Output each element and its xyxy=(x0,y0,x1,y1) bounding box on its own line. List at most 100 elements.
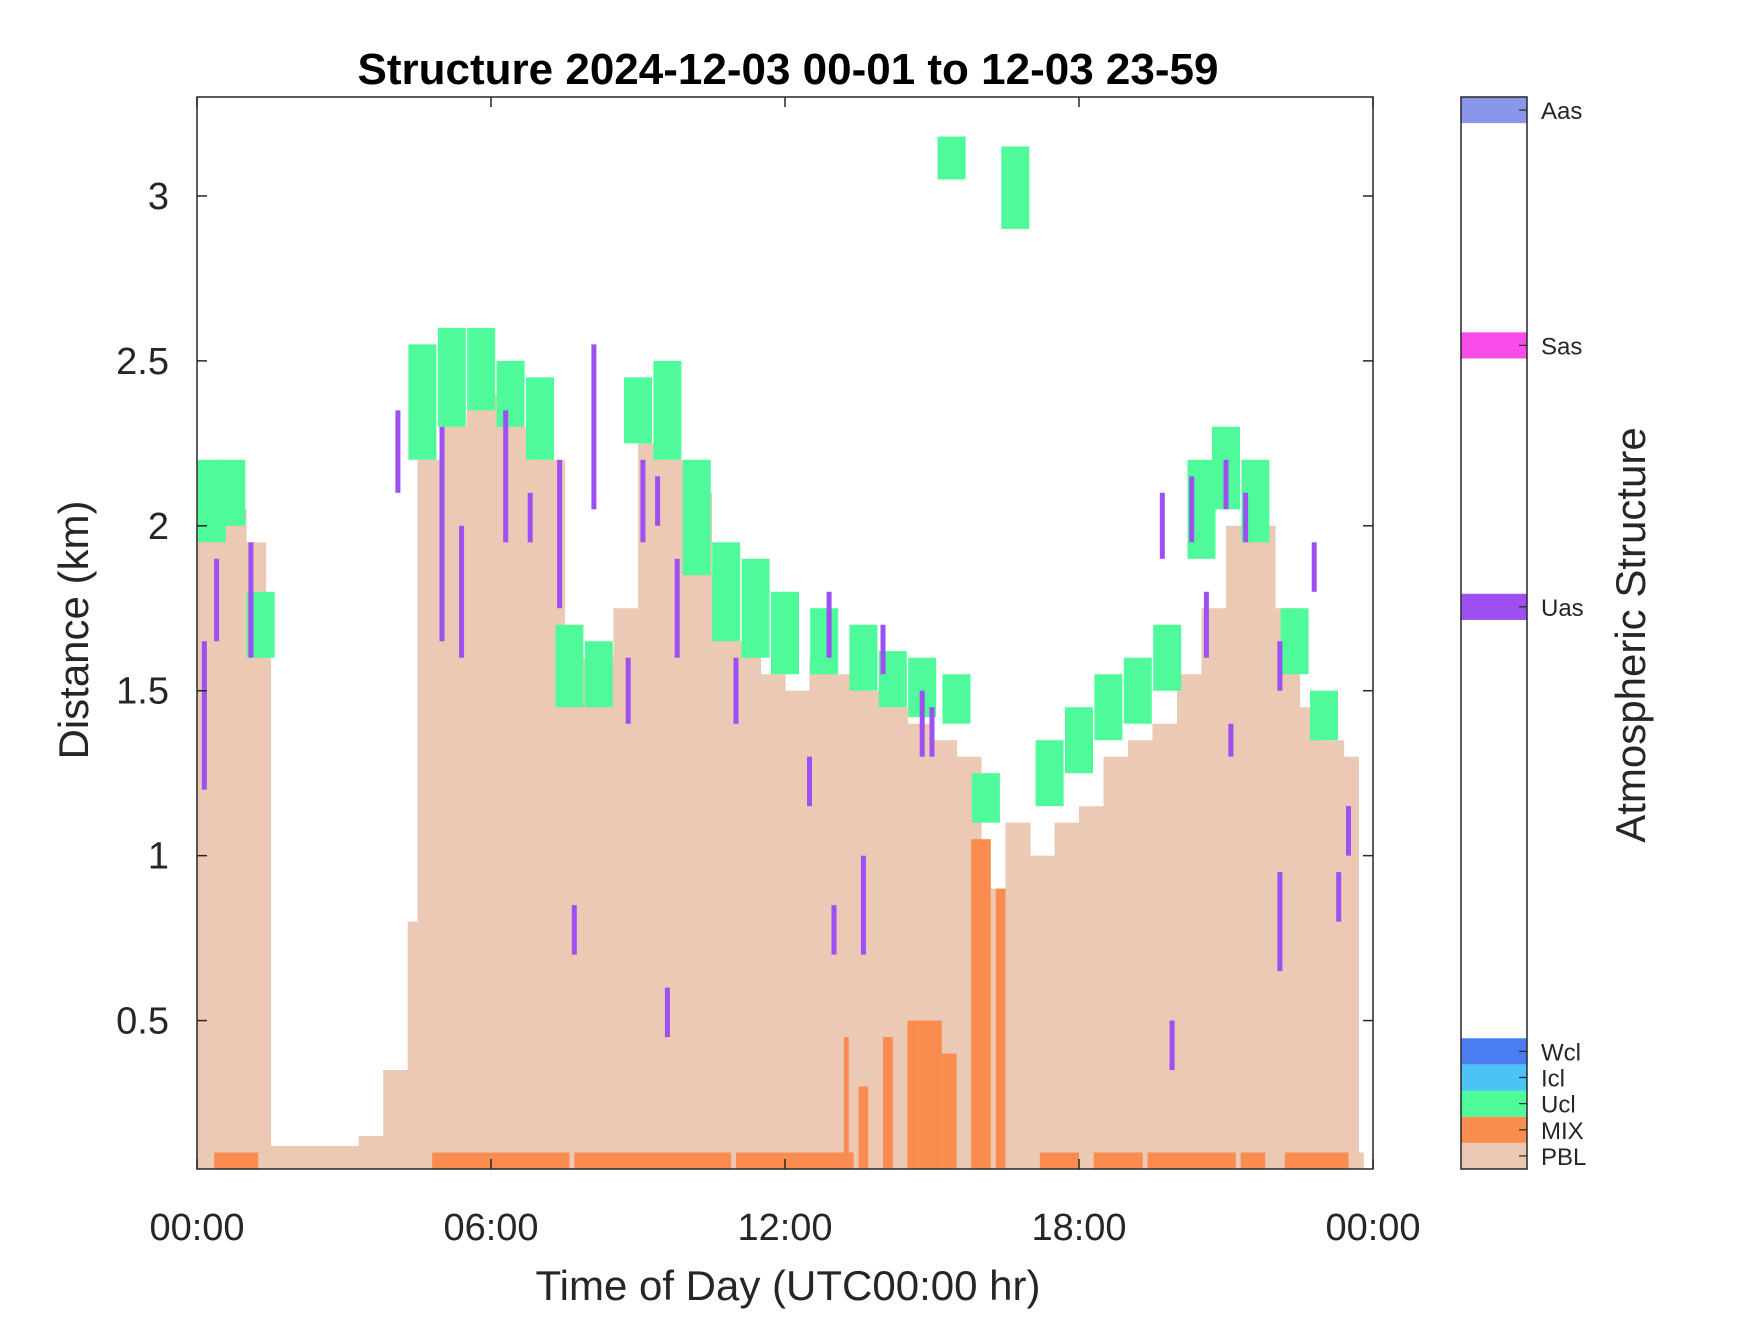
colorbar-tick-label: Icl xyxy=(1541,1065,1565,1092)
colorbar-swatch xyxy=(1461,332,1527,359)
pbl-segment xyxy=(711,575,737,1169)
pbl-segment xyxy=(1177,674,1203,1169)
chart-title: Structure 2024-12-03 00-01 to 12-03 23-5… xyxy=(358,45,1219,94)
mix-layer xyxy=(1284,1152,1349,1169)
ucl-layer xyxy=(971,773,1000,823)
uas-column xyxy=(1336,872,1342,922)
uas-column xyxy=(395,410,401,493)
mix-layer xyxy=(883,1037,893,1169)
mix-layer xyxy=(971,839,991,1169)
uas-column xyxy=(1277,641,1283,691)
colorbar-tick-label: Sas xyxy=(1541,333,1582,360)
uas-column xyxy=(625,657,631,724)
plot-area xyxy=(197,136,1364,1169)
pbl-segment xyxy=(515,426,541,1169)
ucl-layer xyxy=(810,608,839,675)
mix-layer xyxy=(1093,1152,1143,1169)
pbl-segment xyxy=(270,1145,360,1169)
colorbar-swatch xyxy=(1461,1116,1527,1143)
ucl-layer xyxy=(849,624,878,691)
pbl-segment xyxy=(1358,1152,1364,1169)
ucl-layer xyxy=(1001,146,1030,229)
pbl-segment xyxy=(1128,740,1154,1169)
ucl-layer xyxy=(1035,740,1064,807)
colorbar-swatch xyxy=(1461,1064,1527,1091)
x-tick-label: 06:00 xyxy=(443,1207,538,1249)
mix-layer xyxy=(1147,1152,1236,1169)
ucl-layer xyxy=(712,542,741,642)
colorbar-swatch xyxy=(1461,97,1527,124)
ucl-layer xyxy=(1123,657,1152,724)
mix-layer xyxy=(907,1020,918,1169)
uas-column xyxy=(674,558,680,658)
uas-column xyxy=(860,855,866,955)
pbl-segment xyxy=(760,674,786,1169)
pbl-segment xyxy=(221,509,247,1169)
uas-column xyxy=(459,525,465,658)
mix-layer xyxy=(917,1020,942,1169)
uas-column xyxy=(591,344,597,510)
pbl-segment xyxy=(809,657,835,1169)
uas-column xyxy=(1203,591,1209,658)
pbl-segment xyxy=(1030,855,1056,1169)
uas-column xyxy=(1159,492,1165,559)
pbl-segment xyxy=(246,542,267,1169)
pbl-segment xyxy=(1103,756,1129,1169)
mix-layer xyxy=(1240,1152,1266,1169)
colorbar-tick-label: PBL xyxy=(1541,1144,1586,1171)
uas-column xyxy=(557,459,563,609)
ucl-layer xyxy=(584,641,613,708)
y-axis-label: Distance (km) xyxy=(50,500,97,759)
uas-column xyxy=(503,410,509,543)
x-tick-label: 18:00 xyxy=(1031,1207,1126,1249)
axes: 00:00 06:00 12:00 18:00 00:00 0.5 1 1.5 2 2.5 3 xyxy=(116,96,1421,1249)
ucl-layer xyxy=(937,136,966,180)
uas-column xyxy=(1346,806,1351,856)
uas-column xyxy=(1223,459,1229,510)
x-tick-label: 12:00 xyxy=(737,1207,832,1249)
y-tick-label: 2.5 xyxy=(116,341,169,383)
colorbar-tick-label: Wcl xyxy=(1541,1039,1581,1066)
uas-column xyxy=(664,987,670,1038)
ucl-layer xyxy=(408,344,437,460)
ucl-layer xyxy=(682,459,711,576)
uas-column xyxy=(807,756,812,807)
pbl-segment xyxy=(1250,525,1276,1169)
pbl-segment xyxy=(1079,806,1105,1169)
ucl-layer xyxy=(1065,707,1093,774)
y-tick-label: 3 xyxy=(148,176,169,218)
mix-layer xyxy=(858,1086,869,1169)
mix-layer xyxy=(736,1152,854,1169)
ucl-layer xyxy=(467,327,496,411)
uas-column xyxy=(640,459,646,543)
mix-layer xyxy=(214,1152,259,1169)
uas-column xyxy=(880,624,886,675)
ucl-layer xyxy=(526,377,554,460)
uas-column xyxy=(439,426,445,642)
mix-layer xyxy=(843,1037,849,1169)
mix-layer xyxy=(1039,1152,1079,1169)
uas-column xyxy=(733,657,739,724)
pbl-segment xyxy=(417,459,443,1169)
colorbar-tick-label: Ucl xyxy=(1541,1092,1576,1119)
pbl-segment xyxy=(1152,723,1178,1169)
uas-column xyxy=(929,707,935,757)
uas-column xyxy=(1311,542,1317,592)
uas-column xyxy=(1189,476,1195,543)
ucl-layer xyxy=(555,624,584,708)
colorbar-swatch xyxy=(1461,1090,1527,1117)
pbl-segment xyxy=(265,608,272,1169)
y-tick-label: 2 xyxy=(148,506,169,548)
pbl-segment xyxy=(638,443,664,1169)
x-tick-label: 00:00 xyxy=(149,1207,244,1249)
uas-column xyxy=(201,641,207,790)
pbl-segment xyxy=(1054,822,1080,1169)
mix-layer xyxy=(941,1053,957,1169)
colorbar-tick-label: Aas xyxy=(1541,98,1582,125)
pbl-segment xyxy=(358,1136,384,1169)
pbl-segment xyxy=(466,410,492,1169)
ucl-layer xyxy=(741,558,770,658)
pbl-segment xyxy=(589,657,615,1169)
